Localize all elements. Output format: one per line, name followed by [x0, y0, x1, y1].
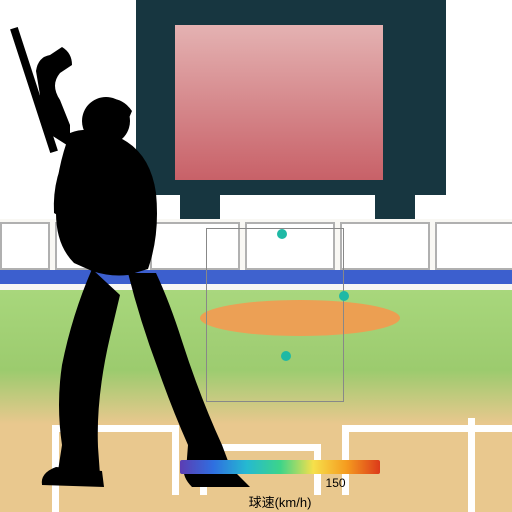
speed-colorbar: [180, 460, 380, 474]
stands-section: [435, 222, 512, 270]
foul-line: [342, 425, 512, 432]
speed-axis-label: 球速(km/h): [180, 492, 380, 511]
pitch-marker: [277, 229, 287, 239]
speed-tick-label: 100: [214, 476, 234, 490]
speed-tick-label: 150: [326, 476, 346, 490]
batter-silhouette: [0, 25, 260, 505]
stands-section: [340, 222, 430, 270]
foul-line: [468, 418, 475, 512]
pitch-chart: 100 150 球速(km/h): [0, 0, 512, 512]
pitch-marker: [281, 351, 291, 361]
pitch-marker: [339, 291, 349, 301]
speed-ticks: 100 150: [180, 476, 380, 492]
